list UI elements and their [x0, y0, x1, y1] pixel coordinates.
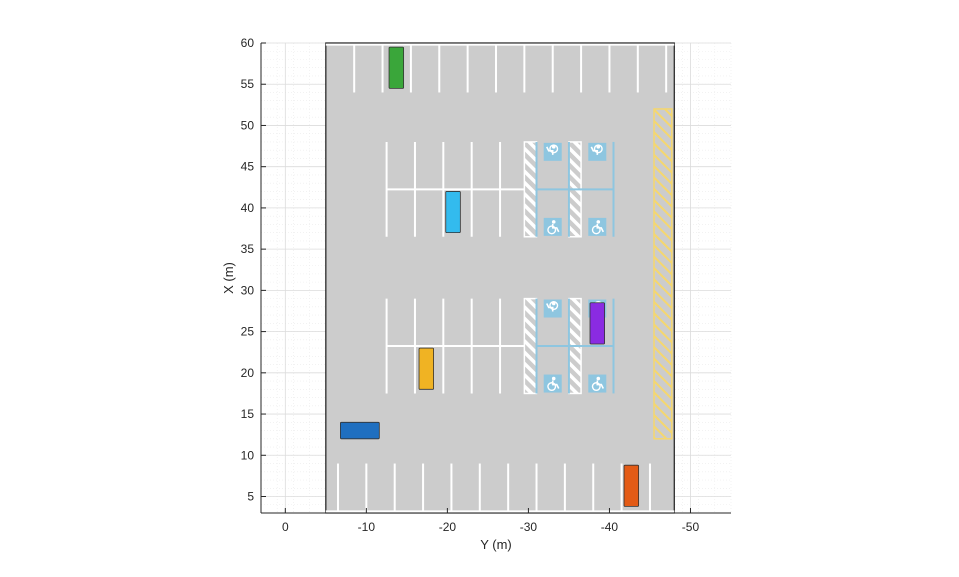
- wheelchair-icon: [543, 374, 562, 393]
- wheelchair-icon: [588, 217, 607, 236]
- wheelchair-icon-wheel: [549, 301, 559, 311]
- wheelchair-icon: [588, 142, 607, 161]
- y-tick-label: 20: [241, 366, 255, 380]
- vehicle-green: [388, 46, 405, 89]
- x-tick-label: -10: [358, 520, 376, 534]
- y-tick-label: 5: [247, 490, 254, 504]
- y-tick-label: 30: [241, 283, 255, 297]
- wheelchair-icon: [543, 299, 562, 318]
- wheelchair-icon: [543, 142, 562, 161]
- wheelchair-icon-head: [551, 301, 556, 306]
- parking-lot: [325, 42, 675, 514]
- wheelchair-icon-head: [596, 220, 601, 224]
- wheelchair-icon-wheel: [547, 225, 557, 235]
- wheelchair-icon-head: [551, 220, 556, 224]
- y-tick-label: 35: [241, 242, 255, 256]
- vehicle-cyan: [445, 191, 461, 234]
- x-axis-label: Y (m): [480, 537, 512, 552]
- x-tick-label: 0: [282, 520, 289, 534]
- y-tick-label: 45: [241, 160, 255, 174]
- wheelchair-icon: [588, 374, 607, 393]
- wheelchair-icon-head: [551, 145, 556, 149]
- vehicles: [340, 46, 640, 507]
- wheelchair-icon-wheel: [593, 144, 603, 154]
- y-tick-label: 25: [241, 325, 255, 339]
- vehicle-orange: [623, 464, 640, 507]
- y-tick-label: 40: [241, 201, 255, 215]
- y-axis-label: X (m): [221, 262, 236, 294]
- wheelchair-icon-wheel: [591, 382, 601, 392]
- x-tick-label: -20: [439, 520, 457, 534]
- y-tick-label: 60: [241, 36, 255, 50]
- wheelchair-icon-wheel: [547, 382, 557, 392]
- y-tick-label: 15: [241, 407, 255, 421]
- lot-surface: [325, 42, 675, 514]
- vehicle-blue: [340, 421, 380, 440]
- axes: [260, 42, 731, 514]
- x-tick-label: -50: [682, 520, 700, 534]
- wheelchair-icon-head: [596, 145, 601, 149]
- wheelchair-icon-head: [551, 376, 556, 381]
- wheelchair-icon-wheel: [591, 225, 601, 235]
- accessible-aisle-hatch: [523, 141, 538, 238]
- no-parking-zone: [653, 108, 673, 440]
- y-tick-label: 55: [241, 77, 255, 91]
- vehicle-yellow: [418, 347, 435, 390]
- wheelchair-icon: [543, 217, 562, 236]
- vehicle-purple: [589, 302, 605, 345]
- x-tick-label: -30: [520, 520, 538, 534]
- x-tick-label: -40: [601, 520, 619, 534]
- y-tick-label: 50: [241, 118, 255, 132]
- wheelchair-icon-head: [596, 376, 601, 381]
- wheelchair-icon-wheel: [549, 144, 559, 154]
- accessible-aisle-hatch: [523, 297, 538, 395]
- y-tick-labels: 5 10 15 20 25 30 35 40 45 50 55 60: [241, 36, 255, 504]
- y-tick-label: 10: [241, 448, 255, 462]
- x-tick-labels: 0 -10 -20 -30 -40 -50: [282, 520, 700, 534]
